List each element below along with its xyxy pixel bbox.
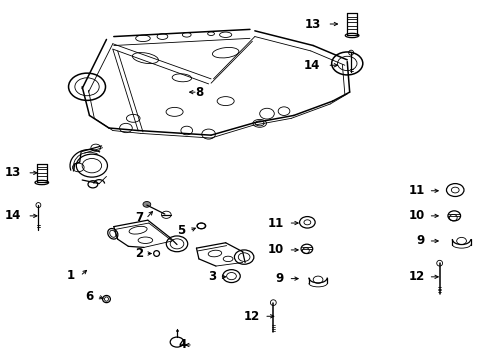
Text: 11: 11 xyxy=(408,184,424,197)
Text: 6: 6 xyxy=(85,290,93,303)
Text: 12: 12 xyxy=(408,270,424,283)
Text: 9: 9 xyxy=(275,272,284,285)
Text: 4: 4 xyxy=(178,338,186,351)
Text: 10: 10 xyxy=(408,210,424,222)
Text: 12: 12 xyxy=(243,310,259,323)
Text: 2: 2 xyxy=(135,247,142,260)
Text: 13: 13 xyxy=(304,18,320,31)
Text: 10: 10 xyxy=(267,243,284,256)
Text: 8: 8 xyxy=(195,86,203,99)
Text: 9: 9 xyxy=(416,234,424,247)
Text: 5: 5 xyxy=(177,224,185,237)
Text: 3: 3 xyxy=(207,270,216,283)
Text: 13: 13 xyxy=(5,166,21,179)
Text: 14: 14 xyxy=(5,210,21,222)
Circle shape xyxy=(142,202,150,207)
Text: 7: 7 xyxy=(135,211,142,224)
Text: 14: 14 xyxy=(304,59,320,72)
Text: 1: 1 xyxy=(66,269,75,282)
Text: 11: 11 xyxy=(267,216,284,230)
